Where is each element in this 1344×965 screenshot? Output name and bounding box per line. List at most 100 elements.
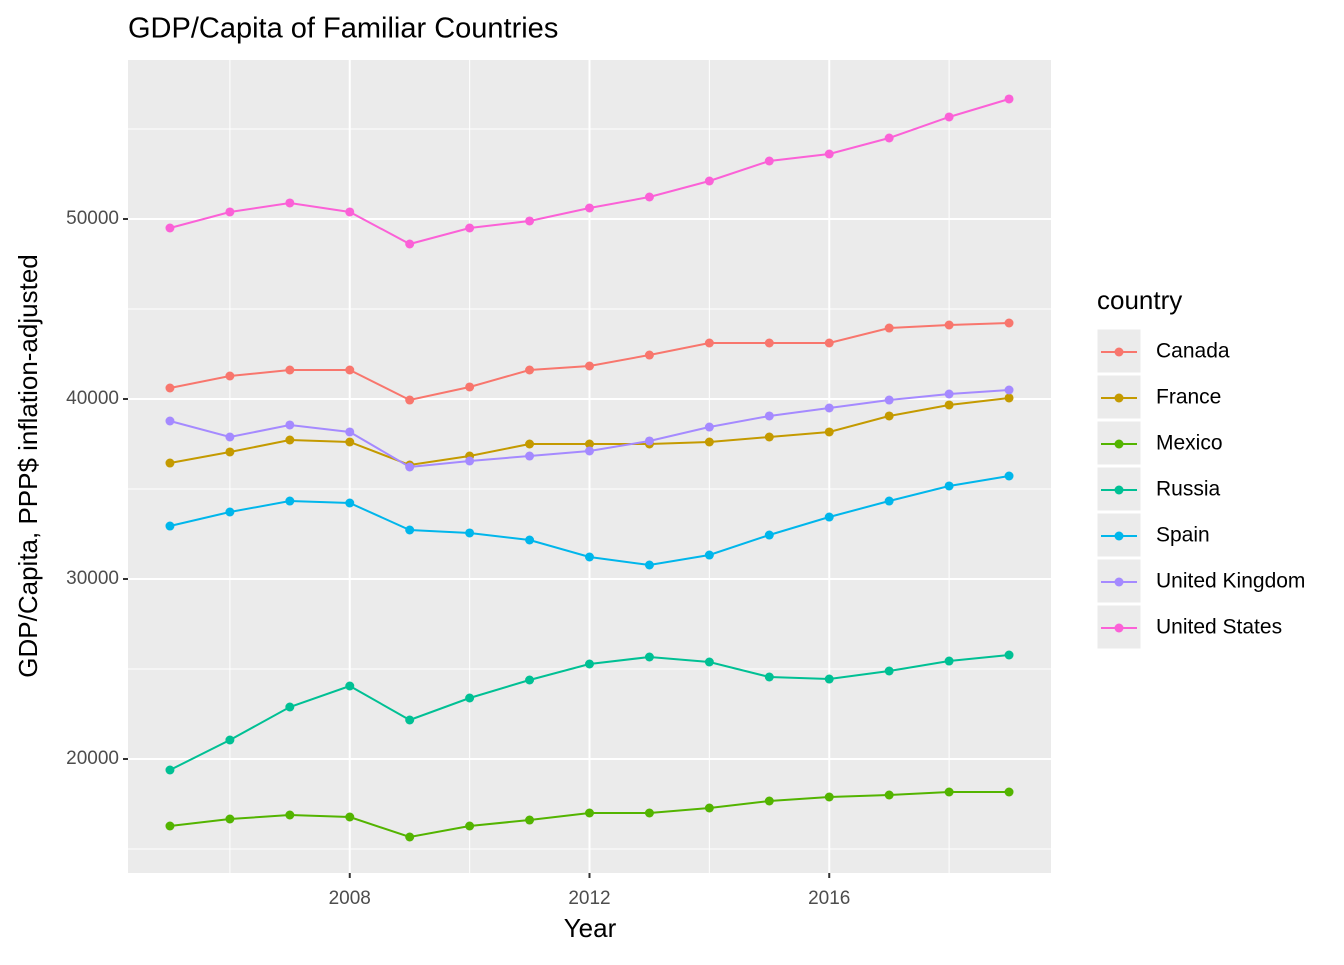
legend-label: Spain xyxy=(1156,524,1210,547)
data-point xyxy=(764,432,774,442)
data-point xyxy=(824,403,834,413)
data-point xyxy=(824,674,834,684)
legend-label: Mexico xyxy=(1156,432,1223,455)
data-point xyxy=(944,656,954,666)
data-point xyxy=(1004,393,1014,403)
data-point xyxy=(345,427,355,437)
legend-point xyxy=(1114,485,1124,495)
data-point xyxy=(285,702,295,712)
data-point xyxy=(525,439,535,449)
data-point xyxy=(764,156,774,166)
data-point xyxy=(704,657,714,667)
data-point xyxy=(405,832,415,842)
data-point xyxy=(824,512,834,522)
data-point xyxy=(165,521,175,531)
x-tick-label: 2012 xyxy=(568,888,610,909)
data-point xyxy=(644,560,654,570)
data-point xyxy=(525,216,535,226)
data-point xyxy=(345,681,355,691)
data-point xyxy=(225,735,235,745)
data-point xyxy=(764,796,774,806)
data-point xyxy=(704,437,714,447)
data-point xyxy=(225,432,235,442)
data-point xyxy=(225,814,235,824)
data-point xyxy=(345,365,355,375)
data-point xyxy=(884,411,894,421)
data-point xyxy=(884,395,894,405)
data-point xyxy=(764,411,774,421)
data-point xyxy=(585,203,594,213)
data-point xyxy=(165,223,175,233)
data-point xyxy=(285,365,295,375)
data-point xyxy=(405,395,415,405)
data-point xyxy=(944,320,954,330)
data-point xyxy=(704,176,714,186)
data-point xyxy=(225,507,235,517)
data-point xyxy=(704,422,714,432)
legend-label: France xyxy=(1156,386,1221,409)
data-point xyxy=(465,693,475,703)
data-point xyxy=(884,666,894,676)
data-point xyxy=(585,808,594,818)
y-tick-label: 20000 xyxy=(66,748,119,769)
data-point xyxy=(225,447,235,457)
data-point xyxy=(165,416,175,426)
data-point xyxy=(824,149,834,159)
data-point xyxy=(465,223,475,233)
data-point xyxy=(764,672,774,682)
legend-label: Canada xyxy=(1156,340,1230,363)
data-point xyxy=(465,821,475,831)
data-point xyxy=(704,338,714,348)
data-point xyxy=(585,552,594,562)
x-tick-label: 2016 xyxy=(808,888,850,909)
data-point xyxy=(405,525,415,535)
data-point xyxy=(1004,385,1014,395)
x-tick-label: 2008 xyxy=(329,888,371,909)
data-point xyxy=(465,528,475,538)
data-point xyxy=(585,361,594,371)
data-point xyxy=(165,821,175,831)
data-point xyxy=(465,382,475,392)
data-point xyxy=(884,790,894,800)
data-point xyxy=(824,792,834,802)
data-point xyxy=(165,765,175,775)
data-point xyxy=(644,350,654,360)
y-tick-label: 30000 xyxy=(66,568,119,589)
data-point xyxy=(585,439,594,449)
data-point xyxy=(1004,787,1014,797)
data-point xyxy=(225,371,235,381)
data-point xyxy=(525,535,535,545)
legend-label: Russia xyxy=(1156,478,1221,501)
y-tick-label: 40000 xyxy=(66,388,119,409)
data-point xyxy=(585,659,594,669)
data-point xyxy=(525,451,535,461)
legend-point xyxy=(1114,531,1124,541)
data-point xyxy=(285,198,295,208)
data-point xyxy=(345,812,355,822)
legend-point xyxy=(1114,347,1124,357)
legend-label: United States xyxy=(1156,616,1282,639)
data-point xyxy=(405,462,415,472)
legend-label: United Kingdom xyxy=(1156,570,1305,593)
legend-point xyxy=(1114,439,1124,449)
data-point xyxy=(824,338,834,348)
data-point xyxy=(405,715,415,725)
legend-point xyxy=(1114,577,1124,587)
data-point xyxy=(345,207,355,217)
data-point xyxy=(764,338,774,348)
data-point xyxy=(944,112,954,122)
data-point xyxy=(644,192,654,202)
data-point xyxy=(285,435,295,445)
data-point xyxy=(884,496,894,506)
legend-point xyxy=(1114,623,1124,633)
data-point xyxy=(1004,650,1014,660)
data-point xyxy=(644,808,654,818)
data-point xyxy=(585,446,594,456)
chart-title: GDP/Capita of Familiar Countries xyxy=(128,13,558,45)
data-point xyxy=(704,550,714,560)
data-point xyxy=(944,389,954,399)
data-point xyxy=(824,427,834,437)
legend-title: country xyxy=(1097,285,1182,315)
data-point xyxy=(525,815,535,825)
data-point xyxy=(944,481,954,491)
